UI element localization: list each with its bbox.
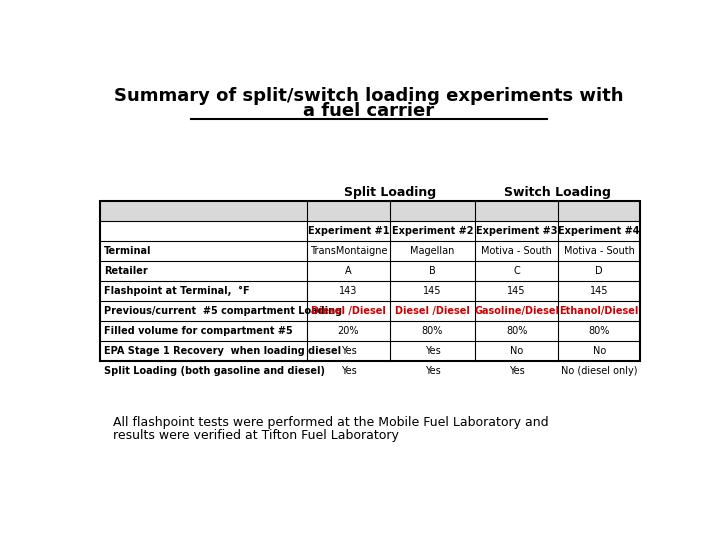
Text: Summary of split/switch loading experiments with: Summary of split/switch loading experime…	[114, 86, 624, 105]
Text: Filled volume for compartment #5: Filled volume for compartment #5	[104, 326, 293, 336]
Bar	[100, 201, 640, 221]
Text: C: C	[513, 266, 520, 276]
Text: a fuel carrier: a fuel carrier	[303, 102, 435, 120]
Text: No (diesel only): No (diesel only)	[561, 366, 637, 376]
Text: Yes: Yes	[341, 366, 356, 376]
Text: Experiment #4: Experiment #4	[559, 226, 640, 236]
Text: Split Loading (both gasoline and diesel): Split Loading (both gasoline and diesel)	[104, 366, 325, 376]
Text: Yes: Yes	[341, 346, 356, 356]
Text: 145: 145	[508, 286, 526, 296]
Text: Yes: Yes	[425, 366, 441, 376]
Text: Terminal: Terminal	[104, 246, 151, 256]
Text: 80%: 80%	[588, 326, 610, 336]
Text: 80%: 80%	[506, 326, 527, 336]
Text: Magellan: Magellan	[410, 246, 455, 256]
Text: Experiment #1: Experiment #1	[307, 226, 390, 236]
Text: Switch Loading: Switch Loading	[505, 186, 611, 199]
Text: Yes: Yes	[425, 346, 441, 356]
Text: Diesel /Diesel: Diesel /Diesel	[311, 306, 386, 316]
Text: Yes: Yes	[509, 366, 524, 376]
Text: 145: 145	[590, 286, 608, 296]
Text: All flashpoint tests were performed at the Mobile Fuel Laboratory and: All flashpoint tests were performed at t…	[113, 416, 549, 429]
Text: EPA Stage 1 Recovery  when loading diesel: EPA Stage 1 Recovery when loading diesel	[104, 346, 341, 356]
Text: Previous/current  #5 compartment Loading: Previous/current #5 compartment Loading	[104, 306, 342, 316]
Text: Motiva - South: Motiva - South	[481, 246, 552, 256]
Text: Diesel /Diesel: Diesel /Diesel	[395, 306, 470, 316]
Text: Split Loading: Split Loading	[344, 186, 436, 199]
Text: Ethanol/Diesel: Ethanol/Diesel	[559, 306, 639, 316]
Text: 20%: 20%	[338, 326, 359, 336]
Text: results were verified at Tifton Fuel Laboratory: results were verified at Tifton Fuel Lab…	[113, 429, 399, 442]
Text: D: D	[595, 266, 603, 276]
Text: B: B	[429, 266, 436, 276]
Text: 145: 145	[423, 286, 442, 296]
Bar	[100, 201, 640, 361]
Text: Gasoline/Diesel: Gasoline/Diesel	[474, 306, 559, 316]
Text: TransMontaigne: TransMontaigne	[310, 246, 387, 256]
Text: Experiment #2: Experiment #2	[392, 226, 473, 236]
Text: Retailer: Retailer	[104, 266, 148, 276]
Text: 143: 143	[339, 286, 358, 296]
Text: Motiva - South: Motiva - South	[564, 246, 634, 256]
Text: No: No	[593, 346, 606, 356]
Text: No: No	[510, 346, 523, 356]
Text: Experiment #3: Experiment #3	[476, 226, 557, 236]
Text: A: A	[345, 266, 352, 276]
Text: 80%: 80%	[422, 326, 444, 336]
Text: Flashpoint at Terminal,  °F: Flashpoint at Terminal, °F	[104, 286, 250, 296]
